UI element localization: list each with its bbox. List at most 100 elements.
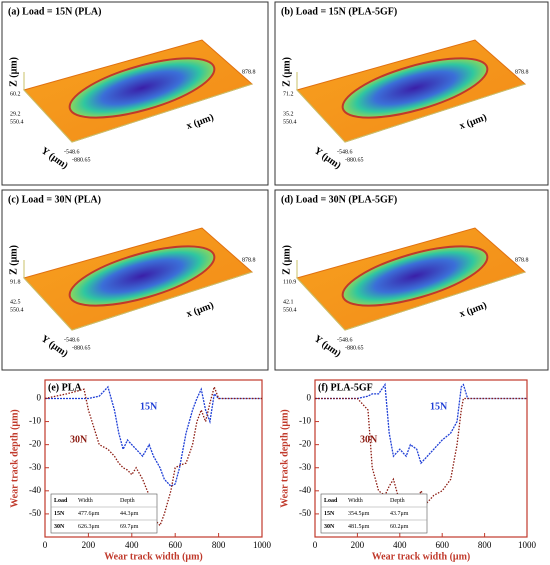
x-tick-label: 600 <box>435 540 449 550</box>
table-cell: 15N <box>324 511 335 517</box>
axis-tick-label: 60.2 <box>10 91 21 97</box>
axis-tick-label: 42.1 <box>283 299 294 305</box>
x-tick-label: 800 <box>212 540 226 550</box>
panel-title: (d) Load = 30N (PLA-5GF) <box>281 194 397 205</box>
axis-tick-label: 91.8 <box>10 279 21 285</box>
table-cell: Load <box>54 498 68 504</box>
y-tick-label: -10 <box>29 416 41 426</box>
x-axis-label: Wear track width (μm) <box>372 551 471 562</box>
table-cell: 30N <box>324 524 335 530</box>
axis-tick-label: 878.8 <box>515 257 529 263</box>
chart-title: (e) PLA <box>48 382 82 393</box>
y-tick-label: -40 <box>29 485 41 495</box>
axis-tick-label: 878.8 <box>242 257 256 263</box>
x-tick-label: 400 <box>125 540 139 550</box>
x-tick-label: 1000 <box>518 540 537 550</box>
table-frame <box>50 493 158 534</box>
table-cell: 15N <box>54 511 65 517</box>
wear-track <box>341 245 489 307</box>
table-cell: 477.6μm <box>78 511 100 517</box>
series-line <box>315 397 527 531</box>
x-tick-label: 600 <box>168 540 182 550</box>
axis-tick-label: 550.4 <box>10 307 24 313</box>
y-tick-label: -40 <box>299 485 311 495</box>
axis-tick-label: -548.6 <box>64 337 80 343</box>
series-label: 30N <box>70 434 88 445</box>
x-axis-label: Wear track width (μm) <box>104 551 203 562</box>
axis-tick-label: -548.6 <box>64 149 80 155</box>
y-tick-label: -20 <box>29 439 41 449</box>
axis-tick-label: 110.9 <box>283 279 296 285</box>
table-cell: 481.5μm <box>348 524 370 530</box>
chart-title: (f) PLA-5GF <box>318 382 373 393</box>
panel-title: (c) Load = 30N (PLA) <box>8 194 101 205</box>
table-cell: 626.3μm <box>78 524 100 530</box>
table-cell: 30N <box>54 524 65 530</box>
x-tick-label: 800 <box>478 540 492 550</box>
y-tick-label: 0 <box>307 393 312 403</box>
table-cell: 354.5μm <box>348 511 370 517</box>
axis-tick-label: -880.65 <box>345 157 364 163</box>
axis-frame <box>23 72 253 143</box>
plot-frame <box>44 379 263 538</box>
plot-frame <box>314 379 528 538</box>
series-label: 15N <box>140 401 158 412</box>
y-tick-label: 0 <box>37 393 42 403</box>
wear-track <box>68 57 216 119</box>
series-label: 15N <box>430 401 448 412</box>
panel-title: (b) Load = 15N (PLA-5GF) <box>281 6 397 17</box>
y-tick-label: -20 <box>299 439 311 449</box>
table-cell: 60.2μm <box>390 524 409 530</box>
wear-track <box>341 57 489 119</box>
x-tick-label: 0 <box>313 540 318 550</box>
table-cell: Load <box>324 498 338 504</box>
y-tick-label: -50 <box>299 508 311 518</box>
panel-title: (a) Load = 15N (PLA) <box>8 6 101 17</box>
axis-tick-label: -548.6 <box>337 149 353 155</box>
axis-tick-label: 878.8 <box>515 69 529 75</box>
x-tick-label: 200 <box>351 540 365 550</box>
axis-tick-label: 35.2 <box>283 111 294 117</box>
axis-tick-label: 42.5 <box>10 299 21 305</box>
axis-tick-label: -548.6 <box>337 337 353 343</box>
table-cell: Depth <box>390 498 405 504</box>
series-label: 30N <box>360 434 378 445</box>
axis-tick-label: 29.2 <box>10 111 21 117</box>
z-label: Z (μm) <box>8 245 19 275</box>
y-axis-label: Wear track depth (μm) <box>279 409 290 508</box>
x-tick-label: 200 <box>82 540 96 550</box>
series-line <box>45 385 262 488</box>
axis-frame <box>296 72 526 143</box>
x-tick-label: 400 <box>393 540 407 550</box>
axis-tick-label: -880.65 <box>345 345 364 351</box>
table-cell: Depth <box>120 498 135 504</box>
series-line <box>315 382 527 465</box>
series-line <box>44 384 262 527</box>
table-cell: Width <box>78 498 93 504</box>
table-cell: 43.7μm <box>390 511 409 517</box>
wear-track <box>68 245 216 307</box>
table-frame <box>320 493 428 534</box>
z-label: Z (μm) <box>281 57 292 87</box>
x-tick-label: 1000 <box>253 540 272 550</box>
z-label: Z (μm) <box>8 57 19 87</box>
axis-tick-label: 878.8 <box>242 69 256 75</box>
z-label: Z (μm) <box>281 245 292 275</box>
table-cell: 44.3μm <box>120 511 139 517</box>
axis-tick-label: 71.2 <box>283 91 294 97</box>
axis-frame <box>296 260 526 331</box>
table-cell: Width <box>348 498 363 504</box>
table-cell: 69.7μm <box>120 524 139 530</box>
axis-tick-label: 550.4 <box>283 119 297 125</box>
axis-tick-label: 550.4 <box>10 119 24 125</box>
y-tick-label: -10 <box>299 416 311 426</box>
y-tick-label: -50 <box>29 508 41 518</box>
y-tick-label: -30 <box>29 462 41 472</box>
y-axis-label: Wear track depth (μm) <box>9 409 20 508</box>
axis-tick-label: -880.65 <box>72 157 91 163</box>
axis-frame <box>23 260 253 331</box>
axis-tick-label: -880.65 <box>72 345 91 351</box>
axis-tick-label: 550.4 <box>283 307 297 313</box>
y-tick-label: -30 <box>299 462 311 472</box>
